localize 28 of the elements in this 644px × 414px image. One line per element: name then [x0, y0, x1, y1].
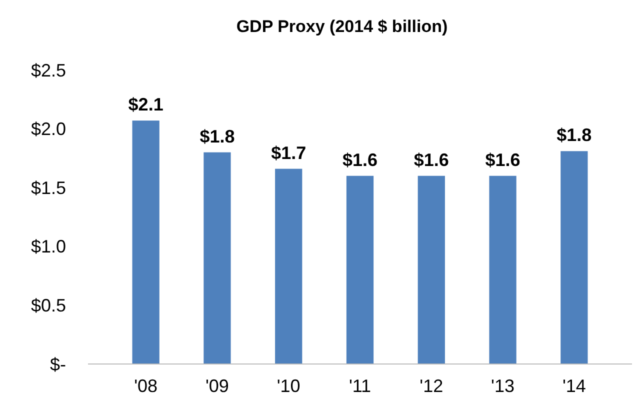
bar: [560, 151, 588, 364]
y-tick-label: $1.5: [30, 178, 66, 198]
bar: [204, 152, 231, 364]
x-tick-label: '10: [276, 376, 300, 396]
data-label: $1.7: [271, 142, 306, 163]
data-label: $1.6: [414, 150, 449, 170]
data-label: $1.8: [556, 125, 592, 146]
y-tick-label: $2.0: [30, 119, 66, 140]
x-tick-label: '11: [348, 376, 372, 396]
bar: [275, 168, 302, 364]
y-tick-label: $-: [50, 354, 66, 374]
y-tick-label: $1.0: [30, 236, 66, 257]
chart-title: GDP Proxy (2014 $ billion): [236, 17, 448, 36]
y-tick-label: $0.5: [30, 296, 66, 316]
data-label: $2.1: [128, 94, 164, 115]
data-label: $1.8: [200, 126, 235, 146]
x-tick-label: '12: [420, 376, 444, 396]
x-tick-label: '09: [205, 376, 229, 396]
bar: [132, 120, 160, 364]
bar: [346, 176, 374, 364]
x-tick-label: '08: [134, 376, 158, 396]
bar: [489, 176, 516, 364]
data-label: $1.6: [485, 150, 520, 170]
x-tick-label: '14: [562, 376, 586, 396]
x-tick-label: '13: [491, 376, 515, 396]
bar: [418, 176, 445, 364]
data-label: $1.6: [342, 150, 378, 170]
y-tick-label: $2.5: [30, 60, 66, 80]
